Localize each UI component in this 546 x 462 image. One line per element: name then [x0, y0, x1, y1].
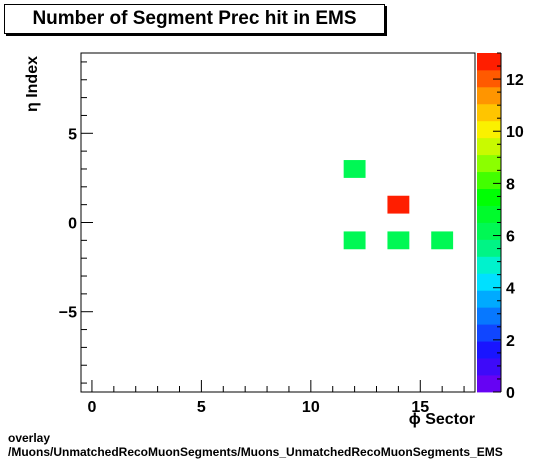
- palette-level: [477, 86, 501, 105]
- caption-line-2: /Muons/UnmatchedRecoMuonSegments/Muons_U…: [8, 445, 503, 459]
- palette-level: [477, 256, 501, 274]
- palette-tick-label: 6: [506, 229, 515, 246]
- palette-tick-label: 12: [506, 72, 524, 89]
- palette-tick-label: 4: [506, 281, 515, 298]
- heatmap-cell: [387, 195, 410, 214]
- heatmap-cell: [343, 160, 366, 178]
- chart-title-box: Number of Segment Prec hit in EMS: [4, 4, 385, 34]
- palette-tick-label: 0: [506, 385, 515, 402]
- x-tick-label: 5: [197, 399, 206, 416]
- color-palette: 0 2 4 6 8 10 12: [477, 52, 524, 402]
- axes: 0 5 10 15 −5 0 5 ϕ Sector η Index: [24, 56, 475, 428]
- y-axis-label: η Index: [24, 56, 41, 112]
- palette-tick-label: 2: [506, 333, 515, 350]
- palette-level: [477, 290, 501, 308]
- heatmap-cell: [431, 231, 454, 250]
- caption-line-1: overlay: [8, 431, 51, 445]
- palette-level: [477, 324, 501, 342]
- y-tick-label: 5: [68, 126, 77, 143]
- palette-level: [477, 103, 501, 122]
- y-tick-label: −5: [59, 305, 77, 322]
- heatmap-cell: [343, 231, 366, 250]
- histogram-path-caption: overlay /Muons/UnmatchedRecoMuonSegments…: [8, 431, 503, 459]
- palette-level: [477, 307, 501, 325]
- palette-level: [477, 188, 501, 206]
- plot-frame: [80, 52, 476, 393]
- x-tick-label: 0: [87, 399, 96, 416]
- y-tick-label: 0: [68, 216, 77, 233]
- palette-level: [477, 205, 501, 223]
- palette-level: [477, 137, 501, 156]
- heatmap-cells: [343, 160, 454, 250]
- x-tick-label: 15: [411, 399, 429, 416]
- chart-title: Number of Segment Prec hit in EMS: [32, 8, 357, 29]
- palette-level: [477, 154, 501, 173]
- palette-level: [477, 273, 501, 291]
- x-tick-label: 10: [302, 399, 320, 416]
- palette-tick-label: 10: [506, 124, 524, 141]
- palette-level: [477, 375, 501, 393]
- palette-level: [477, 222, 501, 240]
- x-axis-label: ϕ Sector: [409, 411, 475, 428]
- palette-level: [477, 358, 501, 376]
- palette-level: [477, 239, 501, 257]
- palette-level: [477, 120, 501, 139]
- palette-tick-label: 8: [506, 176, 515, 193]
- palette-level: [477, 69, 501, 88]
- palette-level: [477, 341, 501, 359]
- palette-level: [477, 53, 501, 71]
- heatmap-cell: [387, 231, 410, 250]
- palette-level: [477, 171, 501, 189]
- plot-area-border: [80, 52, 476, 393]
